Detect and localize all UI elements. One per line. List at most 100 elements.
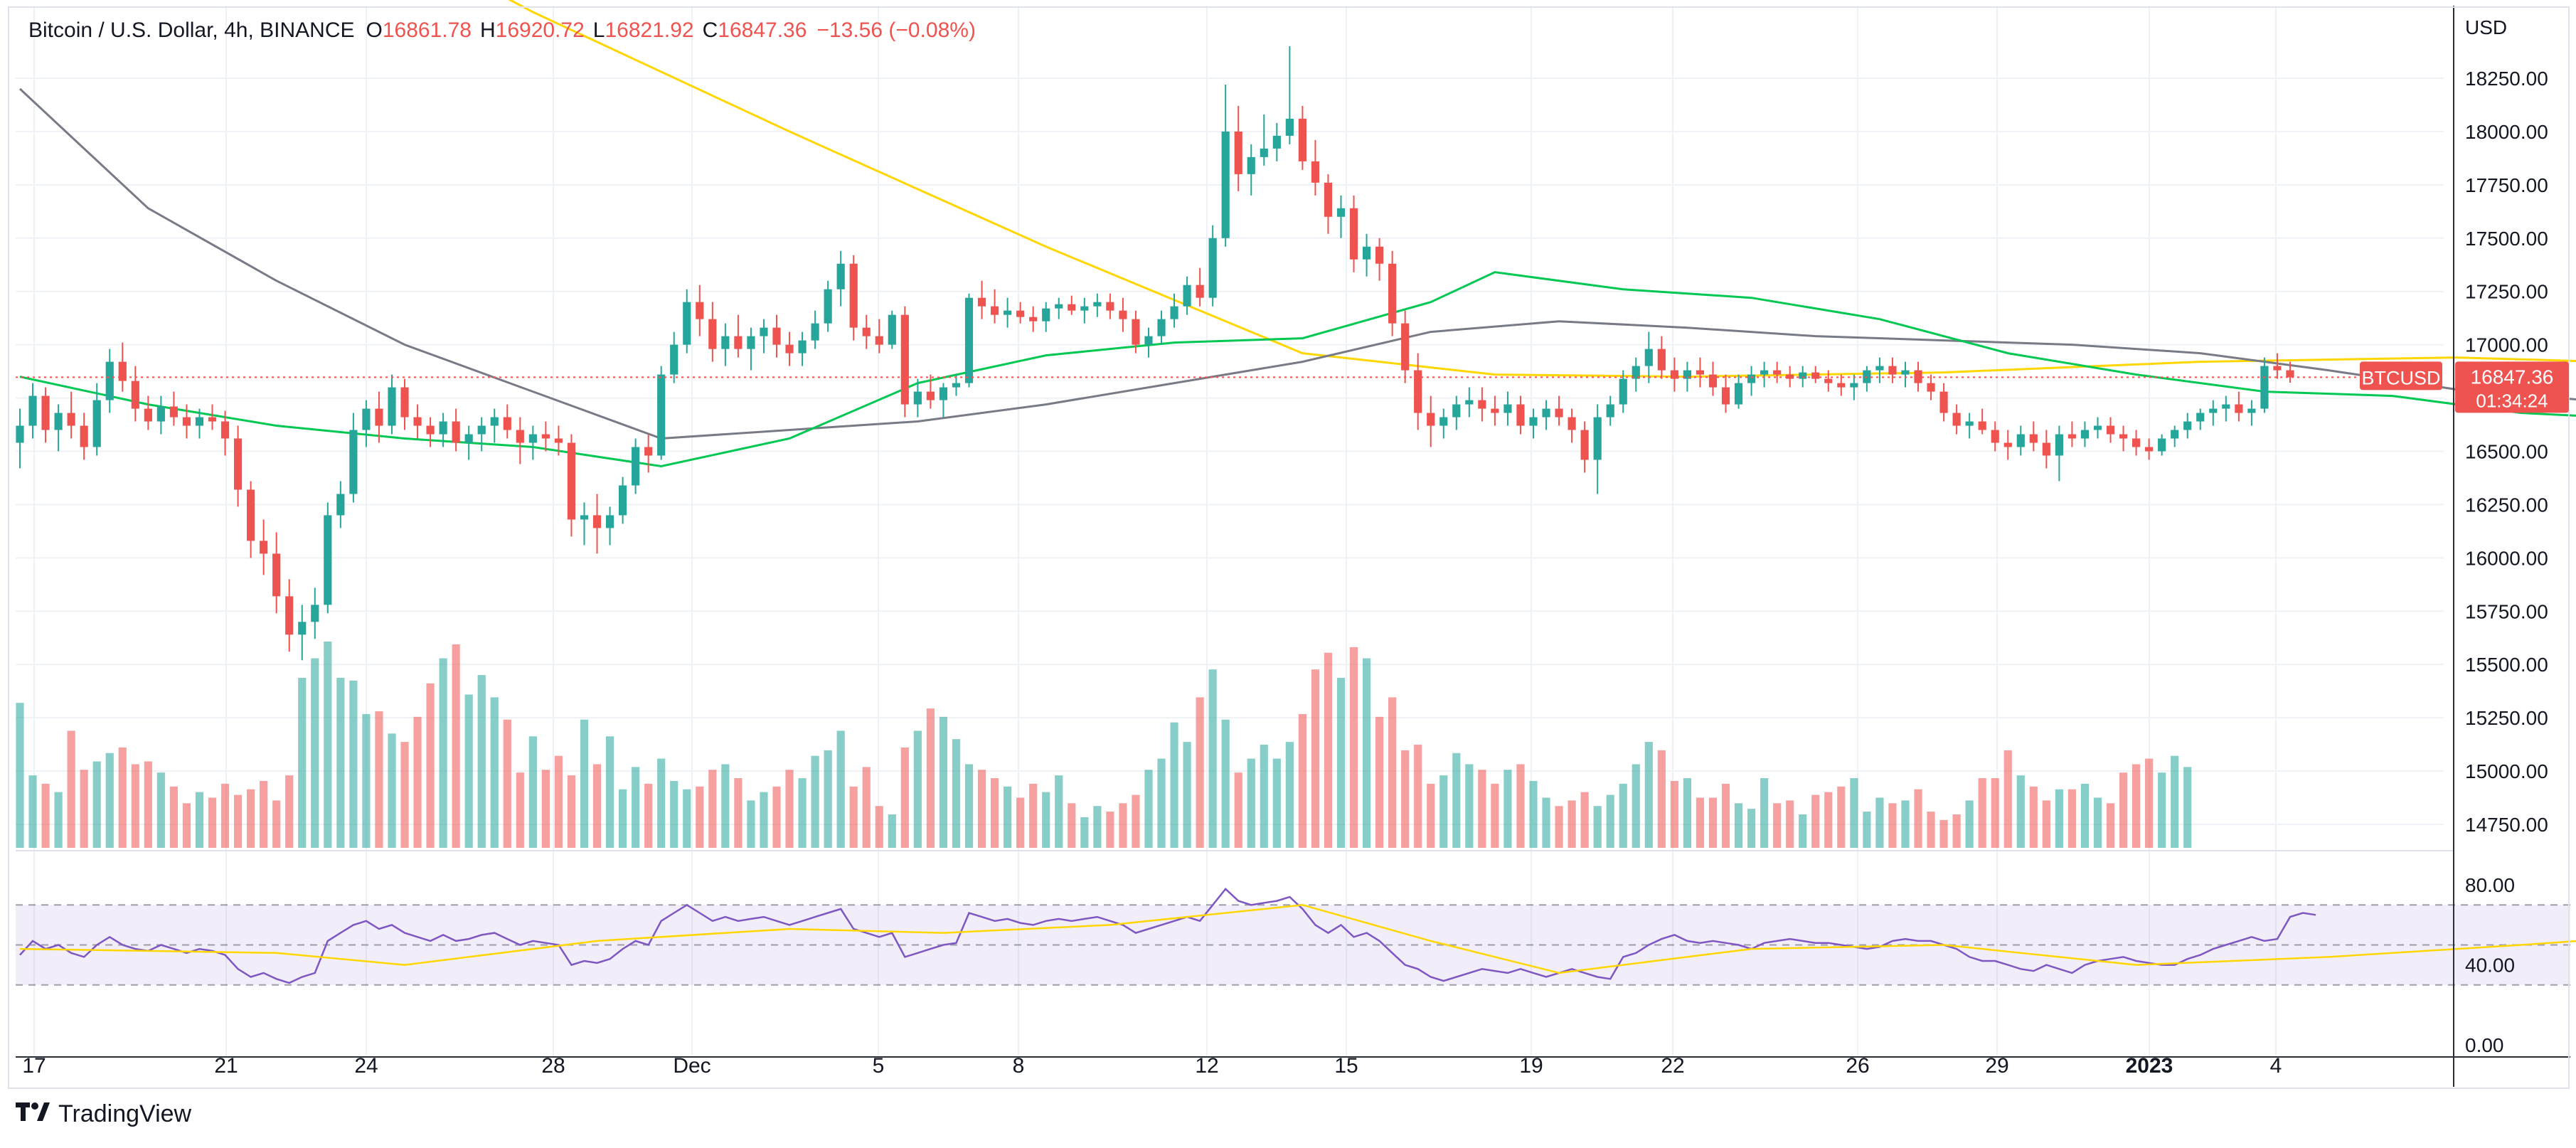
candle-body [1593, 417, 1602, 460]
candle-body [2067, 434, 2077, 439]
candle-body [1272, 135, 1281, 149]
candle-body [426, 425, 435, 435]
current-symbol-badge [2360, 361, 2442, 390]
candle-body [990, 306, 999, 315]
candle-body [760, 327, 768, 336]
volume-bar [1375, 716, 1384, 848]
candle-body [1414, 370, 1422, 413]
candle-body [1221, 131, 1230, 238]
grid-lines [16, 6, 2444, 1057]
volume-bar [1247, 758, 1255, 848]
candle-body [1055, 304, 1063, 309]
candle-body [1837, 383, 1846, 388]
candle-body [28, 395, 37, 426]
candle-body [1132, 319, 1140, 345]
volume-bar [1285, 742, 1294, 848]
candle-body [1170, 306, 1178, 319]
candlesticks[interactable] [16, 46, 2294, 661]
volume-bar [272, 800, 281, 848]
candle-body [554, 438, 563, 443]
candle-body [182, 417, 191, 426]
time-label: Dec [673, 1054, 710, 1078]
current-symbol-label: BTCUSD [2361, 367, 2440, 388]
candle-body [2003, 442, 2012, 447]
symbol-title[interactable]: Bitcoin / U.S. Dollar, 4h, BINANCE [28, 18, 355, 42]
volume-bar [426, 683, 435, 848]
volume-bar [1311, 669, 1320, 848]
volume-bar [1542, 797, 1550, 848]
volume-bar [1119, 803, 1127, 848]
volume-bar [1837, 786, 1846, 848]
candle-body [1465, 400, 1474, 405]
volume-bar [1170, 722, 1178, 848]
time-label: 12 [1195, 1054, 1218, 1078]
rsi-band [16, 904, 2570, 986]
low-value: 16821.92 [605, 18, 694, 42]
volume-bar [952, 739, 961, 848]
candle-body [1555, 408, 1563, 418]
candle-body [1683, 370, 1691, 379]
candle-body [1157, 319, 1166, 336]
volume-bar [964, 764, 974, 848]
volume-bar [1644, 742, 1653, 848]
tradingview-logo-icon [16, 1099, 50, 1130]
candle-body [2260, 366, 2269, 409]
chart-header: Bitcoin / U.S. Dollar, 4h, BINANCE O 168… [28, 18, 976, 43]
candle-body [1875, 366, 1884, 371]
volume-bar [1760, 778, 1769, 848]
candle-body [220, 421, 230, 439]
volume-bar [862, 767, 871, 848]
volume-bar [1529, 780, 1538, 848]
candle-body [1478, 400, 1486, 409]
volume-bar [1914, 789, 1922, 848]
candle-body [1773, 370, 1782, 375]
candle-body [1298, 118, 1306, 161]
candle-body [619, 485, 627, 516]
candle-body [2055, 434, 2063, 456]
time-label: 28 [541, 1054, 565, 1078]
volume-bar [1939, 819, 1948, 848]
candle-body [1093, 302, 1102, 307]
candle-body [977, 297, 986, 307]
candle-body [1119, 310, 1127, 319]
candle-body [349, 430, 358, 494]
candle-body [1516, 404, 1525, 426]
time-label: 22 [1661, 1054, 1684, 1078]
rsi-tick-label: 80.00 [2465, 874, 2515, 896]
candle-body [516, 430, 524, 443]
volume-bar [1004, 786, 1012, 848]
price-tick-label: 17500.00 [2465, 228, 2548, 250]
candle-body [772, 327, 781, 345]
candle-body [541, 434, 550, 439]
volume-bar [1029, 783, 1038, 848]
candle-body [926, 391, 935, 400]
current-price-badge [2455, 361, 2569, 413]
candle-body [875, 336, 883, 345]
volume-bar [1747, 809, 1756, 848]
candle-body [1362, 246, 1371, 260]
candle-body [1747, 374, 1756, 383]
candle-body [1016, 310, 1025, 317]
price-tick-label: 15250.00 [2465, 707, 2548, 729]
tradingview-brand[interactable]: TradingView [16, 1099, 191, 1130]
candle-body [1644, 349, 1653, 366]
candle-body [272, 553, 281, 597]
volume-bar [67, 730, 75, 848]
volume-bar [208, 797, 217, 848]
volume-bar [1157, 758, 1166, 848]
volume-bar [220, 783, 230, 848]
candle-body [80, 425, 88, 447]
volume-bar [798, 778, 807, 848]
candle-body [1208, 238, 1217, 298]
volume-bar [785, 770, 794, 848]
high-value: 16920.72 [495, 18, 585, 42]
volume-bar [747, 800, 755, 848]
volume-bar [92, 761, 101, 848]
volume-bar [336, 677, 345, 848]
volume-bar [1298, 713, 1306, 848]
candle-body [1657, 349, 1666, 371]
chart-frame [8, 6, 2570, 1089]
candle-body [2235, 404, 2243, 413]
candle-body [311, 605, 319, 622]
